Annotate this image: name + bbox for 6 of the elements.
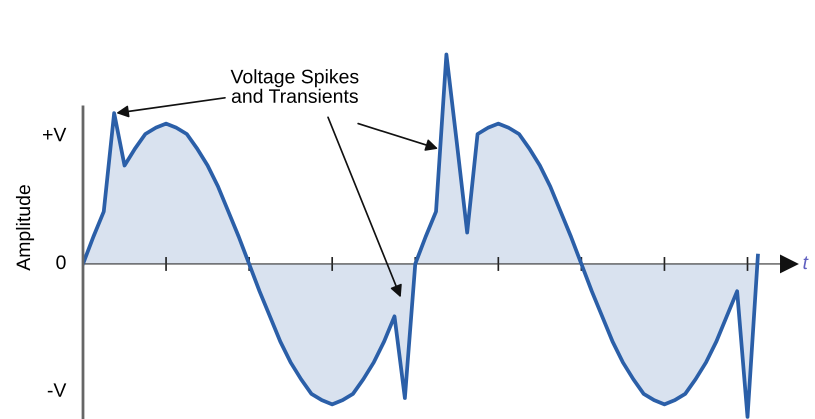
text: +V (43, 128, 66, 142)
y-axis-title: Amplitude (16, 185, 34, 271)
text: 0 (56, 255, 66, 270)
text: -V (48, 383, 66, 397)
x-axis-title: t (803, 256, 809, 270)
annotation: Voltage Spikes and Transients (230, 69, 358, 103)
